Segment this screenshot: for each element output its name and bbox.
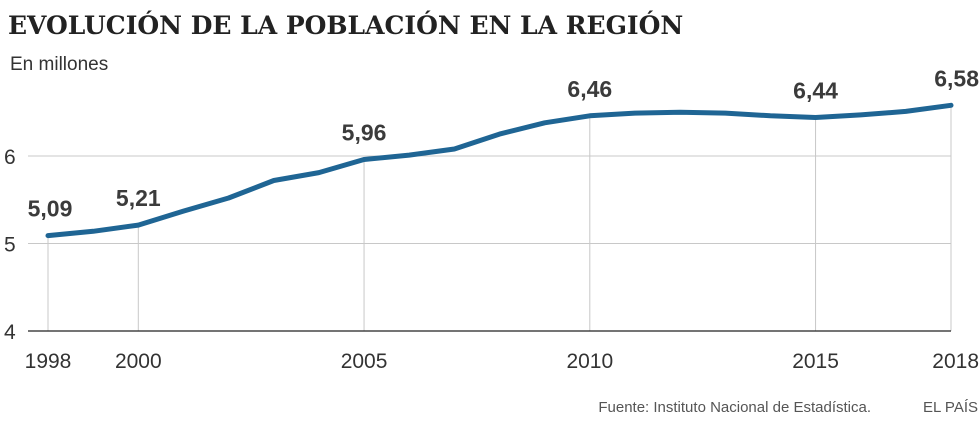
y-tick-label: 4 <box>4 321 16 344</box>
x-tick-label: 2018 <box>932 350 979 373</box>
data-label: 5,09 <box>28 196 73 222</box>
data-label: 5,21 <box>116 185 161 211</box>
tick-labels: 4 5 6 1998 2000 2005 2010 2015 2018 <box>4 146 979 373</box>
y-tick-label: 6 <box>4 146 16 169</box>
data-label: 6,46 <box>567 76 612 102</box>
chart-subtitle: En millones <box>10 54 108 75</box>
year-markers <box>47 105 952 331</box>
data-label: 5,96 <box>342 120 387 146</box>
chart-title: EVOLUCIÓN DE LA POBLACIÓN EN LA REGIÓN <box>8 11 683 40</box>
x-tick-label: 2010 <box>566 350 613 373</box>
data-label: 6,58 <box>934 65 979 91</box>
brand-label: EL PAÍS <box>923 399 978 416</box>
data-labels: 5,09 5,21 5,96 6,46 6,44 6,58 <box>28 65 980 221</box>
x-tick-label: 2000 <box>115 350 162 373</box>
x-tick-label: 2015 <box>792 350 839 373</box>
y-tick-label: 5 <box>4 234 16 257</box>
gridlines <box>28 155 951 244</box>
series-layer <box>45 102 954 239</box>
source-note: Fuente: Instituto Nacional de Estadístic… <box>598 399 871 416</box>
x-tick-label: 1998 <box>25 350 72 373</box>
x-tick-label: 2005 <box>341 350 388 373</box>
data-label: 6,44 <box>793 78 838 104</box>
